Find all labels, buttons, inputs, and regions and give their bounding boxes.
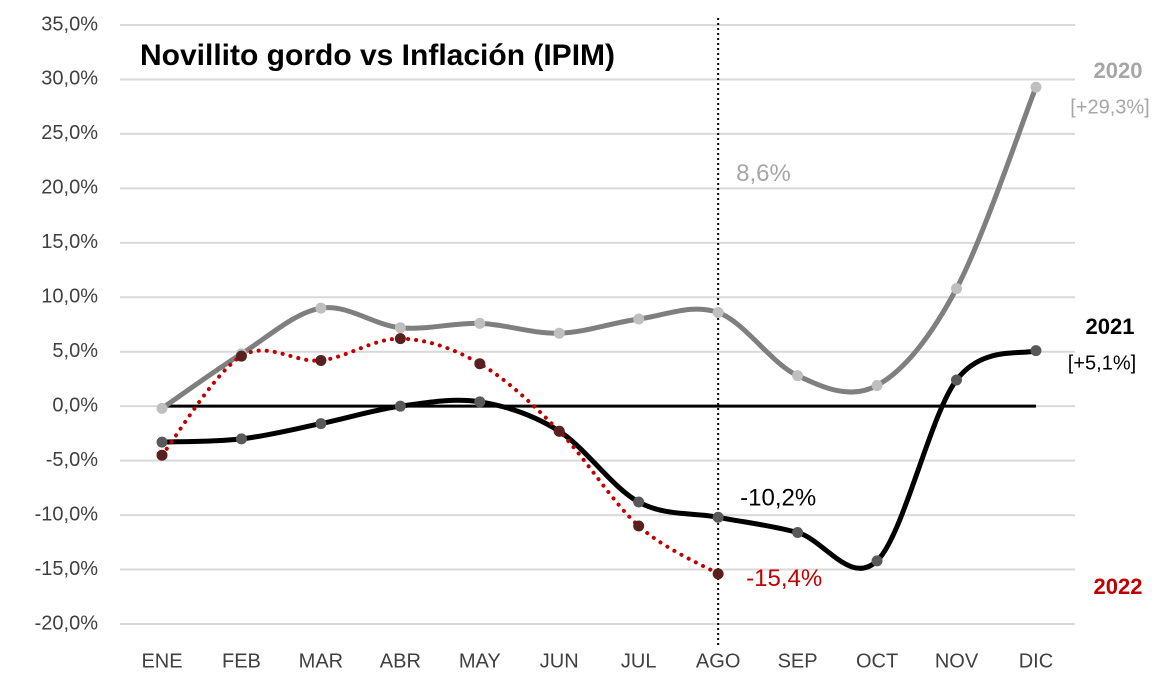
point	[633, 496, 645, 508]
x-tick-label: MAR	[299, 650, 343, 672]
point	[871, 379, 883, 391]
series-line	[159, 84, 1039, 411]
y-tick-label: 5,0%	[52, 340, 98, 362]
point	[951, 283, 962, 295]
data-label: [+5,1%]	[1068, 352, 1136, 374]
y-tick-label: -20,0%	[35, 612, 99, 634]
x-tick-label: ABR	[380, 650, 421, 672]
y-tick-label: 10,0%	[41, 286, 98, 308]
y-tick-label: 30,0%	[41, 68, 98, 90]
point	[315, 418, 327, 430]
y-tick-label: 15,0%	[41, 231, 98, 253]
data-label: [+29,3%]	[1070, 96, 1150, 118]
series-line	[160, 336, 721, 576]
point	[235, 350, 247, 362]
y-tick-label: -10,0%	[35, 503, 99, 525]
series-line	[159, 348, 1039, 571]
point	[474, 396, 486, 408]
legend-label: 2022	[1094, 574, 1143, 599]
point	[1030, 81, 1042, 93]
point	[951, 374, 962, 386]
y-tick-label: 25,0%	[41, 122, 98, 144]
point	[474, 358, 486, 370]
point	[712, 568, 724, 580]
point	[712, 307, 724, 319]
point	[156, 449, 168, 461]
point	[156, 402, 168, 414]
point	[871, 555, 883, 567]
y-tick-label: 20,0%	[41, 177, 98, 199]
chart-title: Novillito gordo vs Inflación (IPIM)	[140, 39, 615, 72]
x-tick-label: AGO	[696, 650, 740, 672]
legend-label: 2021	[1086, 314, 1135, 339]
x-tick-label: SEP	[778, 650, 818, 672]
point	[156, 436, 168, 448]
x-tick-label: MAY	[459, 650, 501, 672]
point	[394, 400, 406, 412]
point	[315, 302, 327, 314]
point	[792, 370, 804, 382]
point	[394, 322, 406, 334]
y-tick-label: -5,0%	[46, 449, 98, 471]
data-label: -15,4%	[746, 565, 822, 592]
point	[474, 317, 486, 329]
x-tick-label: JUL	[621, 650, 657, 672]
data-label: 8,6%	[736, 160, 791, 187]
x-tick-label: ENE	[141, 650, 182, 672]
x-tick-label: FEB	[222, 650, 261, 672]
point	[633, 520, 645, 532]
y-tick-label: 0,0%	[52, 394, 98, 416]
point	[553, 425, 565, 437]
x-tick-label: JUN	[540, 650, 579, 672]
x-tick-label: OCT	[856, 650, 898, 672]
y-tick-label: -15,0%	[35, 558, 99, 580]
point	[394, 333, 406, 345]
y-tick-label: 35,0%	[41, 13, 98, 35]
data-label: -10,2%	[740, 485, 816, 512]
point	[315, 354, 327, 366]
point	[235, 433, 247, 445]
x-tick-label: NOV	[935, 650, 979, 672]
x-tick-label: DIC	[1019, 650, 1053, 672]
point	[633, 313, 645, 325]
point	[712, 511, 724, 523]
legend-label: 2020	[1094, 58, 1143, 83]
point	[553, 327, 565, 339]
point	[1030, 345, 1042, 357]
point	[792, 527, 804, 539]
